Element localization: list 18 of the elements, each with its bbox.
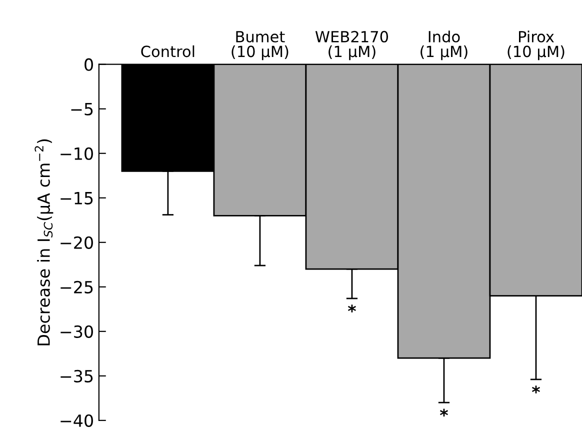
y-tick-label: −40 bbox=[60, 414, 93, 427]
y-tick-label: 0 bbox=[84, 58, 93, 71]
y-tick-label: −25 bbox=[60, 280, 93, 294]
annotation: * bbox=[348, 304, 356, 312]
y-tick-label: −30 bbox=[60, 325, 93, 338]
x-tick-label: Control bbox=[141, 45, 194, 58]
x-tick-label: Bumet (10 µM) bbox=[232, 31, 288, 60]
y-tick-label: −5 bbox=[71, 103, 93, 116]
y-tick-label: −10 bbox=[60, 147, 93, 160]
annotation: * bbox=[440, 408, 448, 416]
y-axis-title: Decrease in I$_{SC}$(µA cm$^{−2}$) bbox=[34, 139, 54, 346]
y-tick-label: −35 bbox=[60, 370, 93, 382]
x-tick-label: WEB2170 (1 µM) bbox=[315, 30, 388, 60]
y-tick-label: −20 bbox=[60, 236, 93, 249]
x-tick-label: Indo (1 µM) bbox=[420, 30, 468, 60]
y-tick-label: −15 bbox=[60, 192, 93, 204]
x-tick-label: Pirox (10 µM) bbox=[508, 30, 564, 60]
annotation: * bbox=[532, 386, 540, 394]
